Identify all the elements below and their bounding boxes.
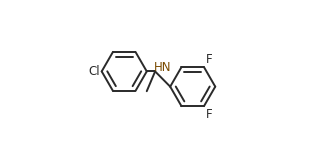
Text: Cl: Cl [88, 65, 100, 78]
Text: HN: HN [154, 61, 172, 74]
Text: F: F [206, 53, 212, 66]
Text: F: F [206, 108, 212, 121]
